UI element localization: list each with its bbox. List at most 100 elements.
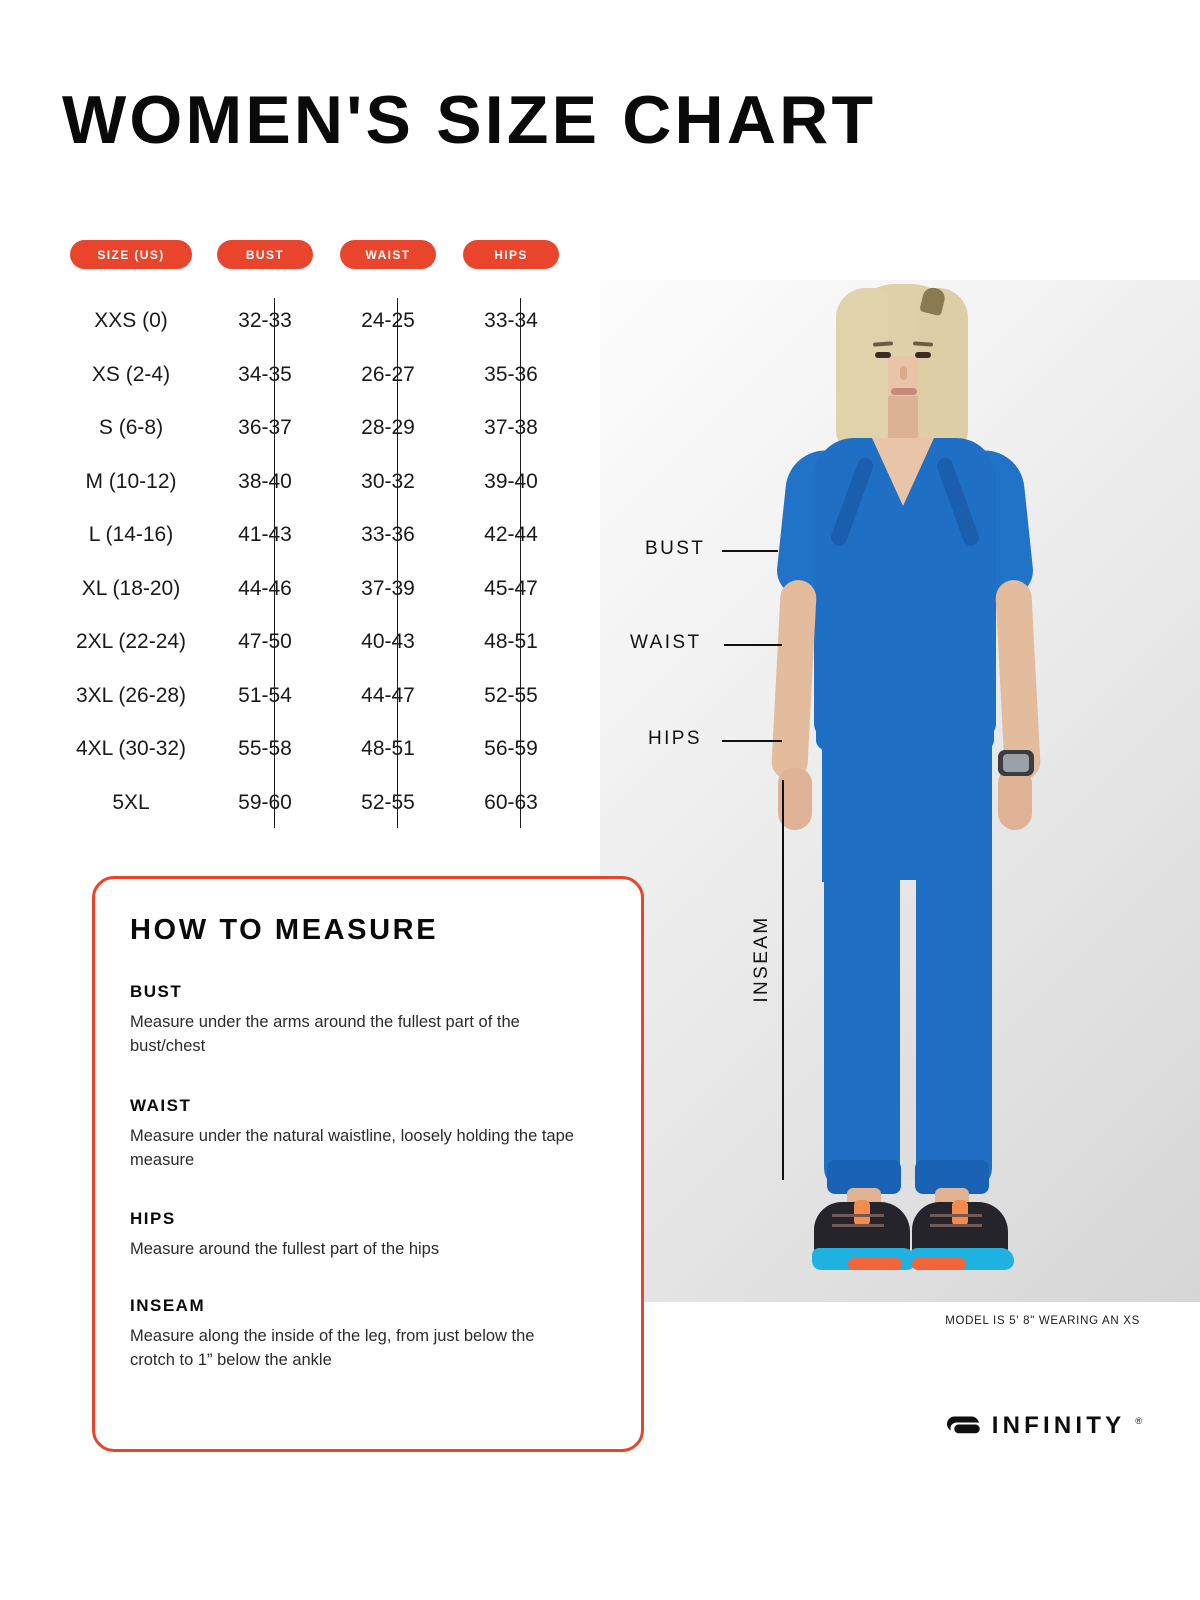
annotation-waist: WAIST — [630, 632, 702, 653]
measure-label-bust: BUST — [130, 982, 183, 1001]
trademark-symbol: ® — [1135, 1416, 1142, 1426]
table-header-row: SIZE (US) BUST WAIST HIPS — [70, 240, 570, 270]
sneaker-laces-right-2 — [930, 1224, 982, 1227]
model-neck — [883, 396, 923, 444]
page-title: WOMEN'S SIZE CHART — [62, 82, 877, 158]
cell-size: XXS (0) — [94, 309, 168, 332]
cell-waist: 33-36 — [361, 523, 415, 546]
cell-waist: 26-27 — [361, 362, 415, 386]
table-row: 4XL (30-32) 55-58 48-51 56-59 — [70, 722, 570, 776]
measure-text-inseam: Measure along the inside of the leg, fro… — [130, 1327, 535, 1369]
scrub-pants-leg-right — [912, 840, 992, 1190]
sneaker-laces-right — [930, 1214, 982, 1217]
cell-hips: 33-34 — [484, 309, 538, 332]
measure-item-hips: HIPS Measure around the fullest part of … — [130, 1209, 582, 1262]
cell-hips: 35-36 — [484, 362, 538, 386]
annotation-bust: BUST — [645, 538, 706, 559]
annotation-inseam-group: INSEAM — [736, 780, 788, 1180]
brand-logo: INFINITY ® — [946, 1412, 1142, 1440]
sneaker-laces-left — [832, 1214, 884, 1217]
cell-size: S (6-8) — [98, 416, 164, 439]
cell-hips: 52-55 — [484, 683, 538, 707]
cell-waist: 40-43 — [361, 630, 415, 653]
cell-waist: 48-51 — [361, 737, 415, 760]
leader-line-hips — [722, 740, 782, 742]
table-divider-1 — [274, 298, 276, 828]
cell-bust: 38-40 — [238, 469, 292, 493]
cell-size: 4XL (30-32) — [75, 737, 187, 760]
brand-wordmark: INFINITY — [991, 1412, 1126, 1439]
cell-bust: 36-37 — [238, 416, 292, 439]
scrub-pants-leg-left — [824, 840, 904, 1190]
cell-bust: 34-35 — [238, 362, 292, 386]
cell-size: M (10-12) — [85, 469, 177, 493]
cell-waist: 30-32 — [361, 469, 415, 493]
table-row: XXS (0) 32-33 24-25 33-34 — [70, 294, 570, 348]
how-to-measure-title: HOW TO MEASURE — [130, 914, 439, 946]
column-header-size: SIZE (US) — [70, 240, 192, 269]
model-photo-panel — [600, 280, 1200, 1302]
measure-label-waist: WAIST — [130, 1096, 192, 1115]
column-header-bust: BUST — [217, 240, 313, 269]
model-hair-right — [918, 288, 968, 456]
leg-gap — [900, 880, 916, 1180]
table-row: XS (2-4) 34-35 26-27 35-36 — [70, 348, 570, 402]
table-divider-3 — [520, 298, 522, 828]
how-to-measure-box — [92, 876, 644, 1452]
table-row: XL (18-20) 44-46 37-39 45-47 — [70, 562, 570, 616]
cell-bust: 55-58 — [238, 737, 292, 760]
cell-size: XL (18-20) — [81, 576, 181, 600]
cell-waist: 37-39 — [361, 576, 415, 600]
measure-label-hips: HIPS — [130, 1209, 176, 1228]
annotation-hips: HIPS — [648, 728, 702, 749]
sneaker-tongue-right — [952, 1200, 968, 1226]
measure-item-waist: WAIST Measure under the natural waistlin… — [130, 1096, 582, 1173]
table-row: M (10-12) 38-40 30-32 39-40 — [70, 455, 570, 509]
leader-line-waist — [724, 644, 782, 646]
sneaker-toe-right — [912, 1258, 966, 1270]
cell-bust: 47-50 — [238, 630, 292, 653]
model-hair-left — [836, 288, 888, 456]
cell-hips: 39-40 — [484, 469, 538, 493]
measure-text-bust: Measure under the arms around the fulles… — [130, 1013, 520, 1055]
model-hand-left — [778, 768, 812, 830]
cell-hips: 45-47 — [484, 576, 538, 600]
annotation-inseam: INSEAM — [751, 915, 772, 1003]
model-caption: MODEL IS 5' 8" WEARING AN XS — [945, 1315, 1140, 1327]
leader-line-bust — [722, 550, 778, 552]
table-row: 5XL 59-60 52-55 60-63 — [70, 776, 570, 830]
model-eye-right — [915, 352, 931, 358]
inseam-measure-line — [782, 780, 784, 1180]
wristwatch-face — [1003, 754, 1029, 772]
cell-hips: 37-38 — [484, 416, 538, 439]
measure-text-hips: Measure around the fullest part of the h… — [130, 1240, 440, 1258]
measure-item-inseam: INSEAM Measure along the inside of the l… — [130, 1296, 582, 1373]
sneaker-tongue-left — [854, 1200, 870, 1226]
cell-size: 3XL (26-28) — [75, 683, 187, 707]
size-table: XXS (0) 32-33 24-25 33-34 XS (2-4) 34-35… — [70, 294, 570, 829]
model-hand-right — [998, 768, 1032, 830]
measure-label-inseam: INSEAM — [130, 1296, 206, 1315]
cell-size: XS (2-4) — [91, 362, 171, 386]
cell-waist: 52-55 — [361, 790, 415, 814]
sneaker-toe-left — [848, 1258, 902, 1270]
table-row: S (6-8) 36-37 28-29 37-38 — [70, 401, 570, 455]
cell-size: L (14-16) — [88, 523, 174, 546]
cell-size: 2XL (22-24) — [75, 630, 187, 653]
cell-hips: 42-44 — [484, 523, 538, 546]
infinity-mark-icon — [946, 1416, 980, 1435]
cell-hips: 56-59 — [484, 737, 538, 760]
sneaker-laces-left-2 — [832, 1224, 884, 1227]
cell-waist: 28-29 — [361, 416, 415, 439]
cell-bust: 59-60 — [238, 790, 292, 814]
table-row: L (14-16) 41-43 33-36 42-44 — [70, 508, 570, 562]
cell-bust: 32-33 — [238, 309, 292, 332]
model-arm-left — [770, 579, 818, 781]
measure-item-bust: BUST Measure under the arms around the f… — [130, 982, 582, 1059]
table-divider-2 — [397, 298, 399, 828]
model-nose — [900, 366, 907, 380]
model-eye-left — [875, 352, 891, 358]
measure-text-waist: Measure under the natural waistline, loo… — [130, 1127, 574, 1169]
column-header-hips: HIPS — [463, 240, 559, 269]
